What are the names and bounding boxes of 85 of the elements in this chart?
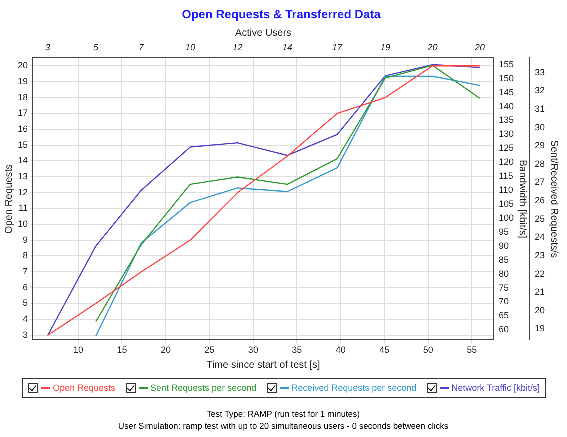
y-tick-label: 11 (18, 203, 28, 214)
text: 17 (332, 42, 344, 52)
y2-tick-label: 115 (498, 171, 514, 182)
y2-tick-label: 135 (498, 115, 514, 126)
y3-tick-label: 24 (534, 232, 546, 242)
x2-axis-title: Active Users (235, 28, 292, 40)
y3-tick-label: 19 (534, 324, 546, 334)
text: 12 (232, 42, 243, 52)
y3-tick-label: 20 (534, 305, 546, 316)
y3-tick-label: 23 (534, 250, 546, 260)
y-tick-label: 4 (22, 314, 28, 324)
x-tick-label: 55 (467, 345, 478, 356)
y2-tick-label: 95 (498, 226, 509, 237)
y3-tick-label: 31 (534, 104, 546, 114)
y3-tick-label: 27 (534, 177, 546, 188)
y3-tick-label: 29 (534, 140, 546, 151)
x-tick-label: 40 (336, 345, 346, 356)
x-tick-label: 30 (248, 345, 258, 356)
y-tick-label: 17 (18, 108, 28, 118)
text: 14 (282, 42, 293, 52)
y2-tick-label: 70 (498, 296, 509, 307)
text: 5 (93, 42, 100, 52)
y2-tick-label: 90 (498, 240, 509, 251)
y-tick-label: 20 (18, 60, 28, 71)
y-tick-label: 13 (18, 172, 28, 182)
text: Test Type: RAMP (run test for 1 minutes) (206, 408, 362, 420)
x-tick-label: 15 (117, 345, 128, 356)
y2-tick-label: 105 (498, 198, 514, 209)
y-tick-label: 18 (18, 92, 28, 102)
y3-tick-label: 33 (534, 67, 546, 78)
x-tick-label: 45 (380, 345, 390, 356)
text: User Simulation: ramp test with up to 20 simultaneous users - 0 seconds between clicks (117, 420, 450, 432)
x-tick-label: 20 (160, 345, 171, 356)
y3-tick-label: 22 (534, 268, 546, 279)
y2-tick-label: 80 (498, 268, 509, 279)
y-tick-label: 14 (18, 156, 28, 166)
y2-tick-label: 65 (498, 310, 509, 321)
y3-tick-label: 25 (534, 214, 546, 224)
y3-tick-label: 30 (534, 122, 546, 132)
x-tick-label: 10 (73, 345, 84, 356)
y-tick-label: 10 (18, 219, 28, 230)
y2-tick-label: 150 (498, 73, 514, 84)
text: 20 (426, 42, 438, 52)
y-tick-label: 3 (22, 330, 28, 340)
y-tick-label: 5 (22, 298, 28, 308)
y2-tick-label: 120 (498, 157, 514, 168)
y2-tick-label: 125 (498, 143, 514, 154)
y3-tick-label: 21 (534, 287, 546, 298)
y3-tick-label: 28 (534, 158, 546, 169)
y2-axis-title: Bandwidth [kbit/s] (517, 160, 528, 239)
y2-tick-label: 85 (498, 254, 509, 265)
x-tick-label: 35 (292, 345, 302, 356)
x-axis-title: Time since start of test [s] (206, 360, 320, 371)
text: 3 (45, 42, 50, 52)
y2-tick-label: 140 (498, 101, 514, 112)
legend-label: Received Requests per second (292, 383, 417, 393)
y-tick-label: 15 (18, 140, 28, 150)
x-tick-label: 25 (204, 345, 215, 356)
y-tick-label: 19 (18, 76, 28, 86)
legend-label: Sent Requests per second (150, 383, 257, 393)
text: 19 (380, 42, 391, 52)
x-tick-label: 50 (423, 345, 434, 356)
y2-tick-label: 60 (498, 324, 509, 335)
chart-title: Open Requests & Transferred Data (182, 8, 382, 22)
y3-tick-label: 32 (534, 86, 546, 96)
legend-label: Network Traffic [kbit/s] (452, 383, 540, 393)
y3-tick-label: 26 (534, 196, 546, 206)
y2-tick-label: 75 (498, 282, 509, 293)
y-tick-label: 6 (22, 282, 28, 292)
y2-tick-label: 130 (498, 129, 514, 140)
y2-tick-label: 145 (498, 87, 514, 98)
y2-tick-label: 100 (498, 212, 514, 223)
legend-label: Open Requests (52, 383, 116, 393)
y-tick-label: 16 (18, 124, 28, 134)
y-tick-label: 9 (22, 234, 28, 245)
y-tick-label: 8 (22, 250, 28, 261)
text: 7 (138, 42, 145, 52)
y2-tick-label: 155 (498, 59, 514, 70)
y-tick-label: 12 (18, 187, 28, 198)
y-tick-label: 7 (22, 266, 28, 277)
y3-axis-title: Sent/Received Requests/s (548, 140, 560, 258)
text: 10 (185, 42, 196, 52)
y2-tick-label: 110 (498, 185, 514, 196)
y-axis-title: Open Requests (4, 164, 15, 234)
text: 20 (474, 42, 485, 52)
